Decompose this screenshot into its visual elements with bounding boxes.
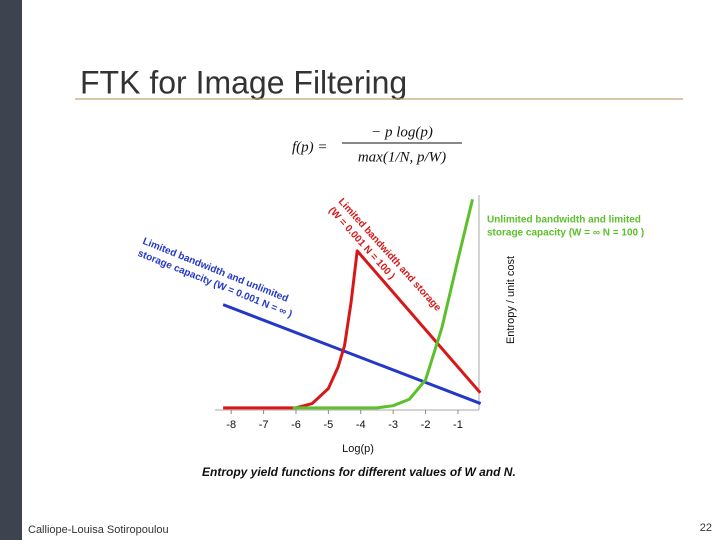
annotation: Unlimited bandwidth and limited [487,215,641,226]
page-number: 22 [700,522,712,534]
formula: f(p) = − p log(p) max(1/N, p/W) [292,124,462,165]
annotation: storage capacity (W = ∞ N = 100 ) [487,228,644,239]
series-line [222,303,482,405]
formula-lhs: f(p) = [292,139,328,155]
author: Calliope-Louisa Sotiropoulou [28,524,169,536]
x-axis-label: Log(p) [342,443,374,455]
x-tick-label: -7 [259,419,269,431]
side-bar [0,0,22,540]
annotation: Limited bandwidth and unlimited [141,236,290,305]
x-tick-label: -2 [421,419,431,431]
formula-numerator: − p log(p) [371,124,433,140]
x-tick-label: -6 [291,419,301,431]
formula-denominator: max(1/N, p/W) [358,149,446,165]
slide-title: FTK for Image Filtering [80,64,407,100]
x-tick-label: -1 [453,419,463,431]
y-axis-label: Entropy / unit cost [505,256,517,344]
x-tick-label: -3 [388,419,398,431]
annotation: storage capacity (W = 0.001 N = ∞ ) [136,248,294,320]
chart: -8 -7 -6 -5 -4 -3 -2 -1 Log(p) Entropy / unit cos… [136,195,644,479]
x-tick-label: -5 [323,419,333,431]
series-line [292,198,474,410]
x-tick-label: -8 [226,419,236,431]
x-tick-label: -4 [356,419,366,431]
caption: Entropy yield functions for different va… [202,465,516,479]
